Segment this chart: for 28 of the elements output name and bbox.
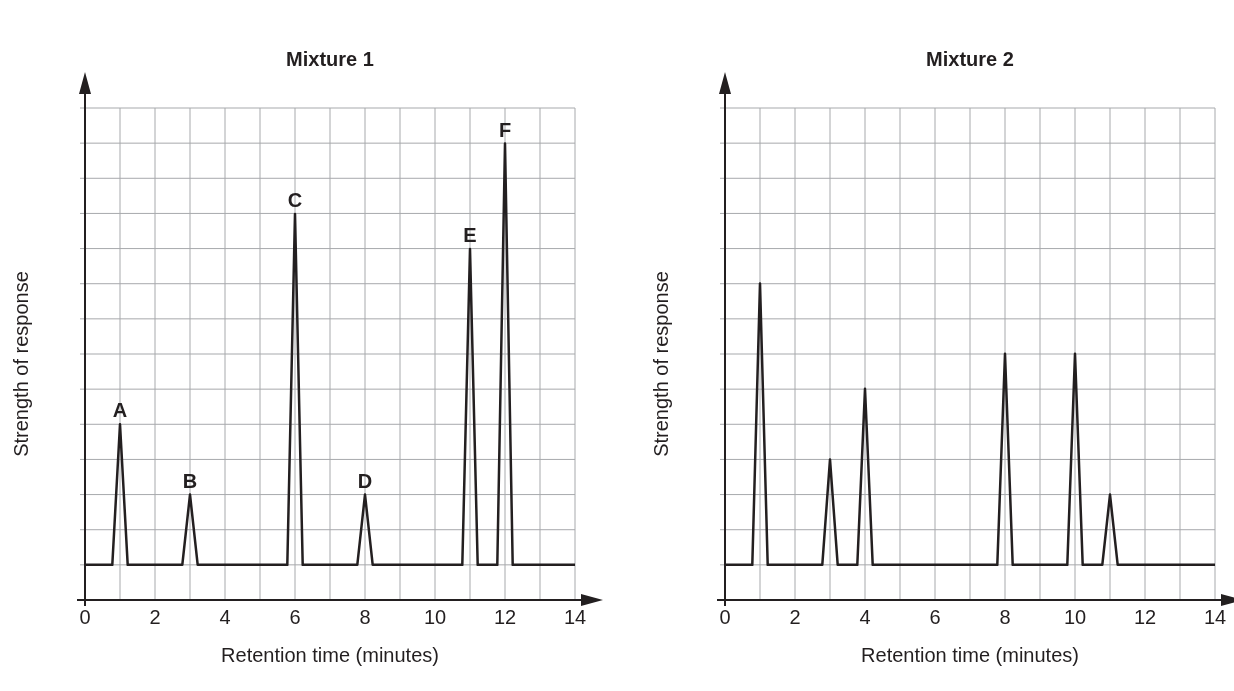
x-tick-label: 4 xyxy=(219,606,231,628)
x-tick-label: 4 xyxy=(859,606,871,628)
y-axis-title: Strength of response xyxy=(10,271,32,457)
annotation: C xyxy=(287,188,303,211)
x-axis-title: Retention time (minutes) xyxy=(861,644,1079,666)
x-axis-title: Retention time (minutes) xyxy=(221,644,439,666)
x-tick-label: 14 xyxy=(1203,606,1227,628)
x-tick-label: 6 xyxy=(289,606,301,628)
x-tick-label: 6 xyxy=(929,606,941,628)
annotation: E xyxy=(463,224,477,247)
x-tick-label: 8 xyxy=(359,606,371,628)
x-tick-label: 2 xyxy=(789,606,801,628)
y-axis-title: Strength of response xyxy=(650,271,672,457)
annotation: A xyxy=(112,399,128,422)
x-tick-label: 0 xyxy=(719,606,731,628)
x-tick-label: 14 xyxy=(563,606,587,628)
annotation: F xyxy=(498,118,512,141)
x-tick-label: 12 xyxy=(493,606,517,628)
annotation: B xyxy=(182,469,198,492)
chart-title: Mixture 1 xyxy=(286,48,374,70)
x-tick-label: 12 xyxy=(1133,606,1157,628)
x-tick-label: 10 xyxy=(423,606,447,628)
x-tick-label: 8 xyxy=(999,606,1011,628)
x-tick-label: 0 xyxy=(79,606,91,628)
x-tick-label: 10 xyxy=(1063,606,1087,628)
annotation: D xyxy=(357,469,373,492)
x-tick-label: 2 xyxy=(149,606,161,628)
chart-title: Mixture 2 xyxy=(926,48,1014,70)
